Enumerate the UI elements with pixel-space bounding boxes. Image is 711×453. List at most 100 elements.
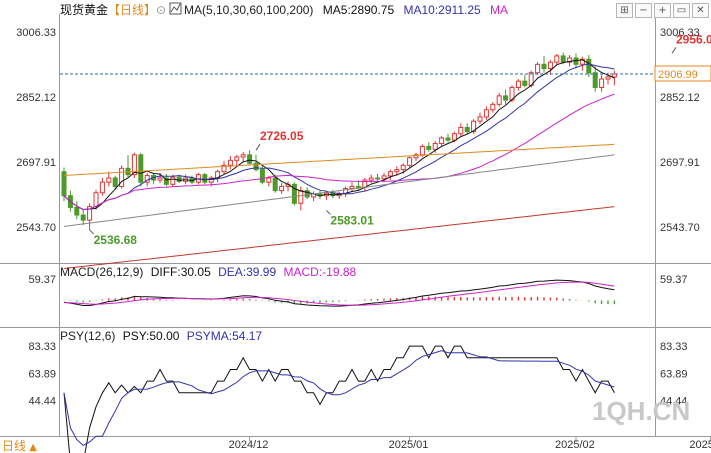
current-price-tag bbox=[654, 65, 711, 82]
candle-body bbox=[234, 156, 240, 161]
annotation-pointer bbox=[255, 143, 261, 151]
psy-series: 83.33 83.33 63.89 63.89 44.44 44.44 bbox=[28, 341, 688, 453]
time-axis-label: 2025/03 bbox=[689, 439, 711, 451]
candle-body bbox=[535, 63, 541, 74]
candle-body bbox=[567, 57, 573, 63]
time-axis-label: 2025/01 bbox=[389, 439, 429, 451]
candle-body bbox=[61, 171, 67, 197]
axis-labels: 3006.33 3006.33 2852.12 2852.12 2697.91 2697.… bbox=[16, 27, 711, 451]
candle-body bbox=[483, 109, 489, 118]
candle-body bbox=[375, 177, 381, 180]
candle-body bbox=[74, 206, 80, 216]
candle-body bbox=[240, 154, 246, 158]
maximize-button[interactable]: ▭ bbox=[673, 3, 690, 18]
close-button[interactable]: ✕ bbox=[692, 3, 709, 18]
candle-body bbox=[496, 95, 502, 105]
candle-body bbox=[611, 73, 617, 78]
candle-body bbox=[387, 171, 393, 177]
candle-body bbox=[176, 176, 182, 182]
psy-axis-tick-right: 44.44 bbox=[660, 396, 688, 408]
macd-diff-line bbox=[63, 279, 615, 307]
candle-body bbox=[99, 181, 105, 194]
psy-line bbox=[63, 345, 615, 453]
macd-diff-value: DIFF:30.05 bbox=[151, 265, 211, 279]
macd-axis-tick-left: 59.37 bbox=[28, 274, 56, 286]
candle-body bbox=[458, 126, 464, 135]
candle-body bbox=[592, 72, 598, 88]
candle-body bbox=[138, 154, 144, 183]
macd-dea-value: DEA:39.99 bbox=[218, 265, 276, 279]
period-switch-button[interactable]: 日线 ▲ bbox=[2, 439, 37, 453]
ma5-value: MA5:2890.75 bbox=[323, 3, 395, 17]
time-axis-label: 2025/02 bbox=[555, 439, 595, 451]
candle-body bbox=[394, 169, 400, 173]
candle-body bbox=[445, 137, 451, 141]
price-axis-tick-right: 3006.33 bbox=[660, 27, 700, 39]
candle-body bbox=[119, 167, 125, 187]
watermark: 1QH.CN bbox=[592, 396, 690, 426]
ma10-value: MA10:2911.25 bbox=[404, 3, 481, 17]
candle-body bbox=[349, 185, 355, 190]
psy-axis-tick-left: 63.89 bbox=[28, 368, 56, 380]
candle-body bbox=[560, 55, 566, 63]
price-annotations: 2956.01 2726.05 2583.01 2536.68 bbox=[89, 32, 711, 247]
current-price-tag-value: 2906.99 bbox=[658, 69, 698, 81]
candle-body bbox=[586, 58, 592, 74]
psyma-line bbox=[63, 350, 615, 447]
svg-text:现货黄金【日线】⊙: 现货黄金【日线】⊙ bbox=[60, 2, 166, 17]
ma5-line bbox=[63, 59, 615, 211]
candle-body bbox=[400, 164, 406, 171]
candle-body bbox=[355, 185, 361, 188]
low-price-label: 2583.01 bbox=[330, 213, 374, 227]
psy-value: PSY:50.00 bbox=[123, 329, 180, 343]
annotation-pointer bbox=[89, 229, 94, 235]
candle-body bbox=[112, 177, 118, 187]
candle-body bbox=[157, 177, 163, 181]
candle-body bbox=[266, 177, 272, 183]
macd-series: 59.37 59.37 bbox=[28, 274, 688, 307]
candle-body bbox=[131, 154, 137, 176]
price-axis-tick-right: 2543.70 bbox=[660, 222, 700, 234]
ma-toggle-icon-glyph bbox=[170, 3, 181, 13]
candle-body bbox=[298, 190, 304, 204]
candle-body bbox=[221, 164, 227, 173]
candle-body bbox=[381, 175, 387, 180]
candle-body bbox=[605, 76, 611, 80]
panel-frames bbox=[0, 14, 711, 437]
psy-axis-tick-left: 83.33 bbox=[28, 341, 56, 353]
candle-body bbox=[279, 185, 285, 192]
settings-icon[interactable]: ⊙ bbox=[156, 3, 166, 17]
candle-body bbox=[490, 103, 496, 111]
ma-toggle-icon[interactable] bbox=[169, 2, 182, 15]
candle-body bbox=[419, 145, 425, 156]
macd-label: MACD(26,12,9) bbox=[60, 265, 143, 279]
price-axis-tick-right: 2852.12 bbox=[660, 92, 700, 104]
annotation-pointer bbox=[671, 47, 677, 54]
ma10-line bbox=[63, 63, 615, 211]
high-price-label: 2726.05 bbox=[260, 129, 304, 143]
candle-body bbox=[170, 176, 176, 185]
candle-body bbox=[80, 214, 86, 221]
candle-body bbox=[259, 169, 265, 183]
layout-icon[interactable]: ⊞ bbox=[616, 3, 633, 18]
candle-body bbox=[247, 154, 253, 164]
svg-text:PSY(12,6) PSY:50.00 PS: PSY(12,6) PSY:50.00 PSYMA:54.17 bbox=[60, 329, 262, 343]
candle-body bbox=[208, 177, 214, 183]
macd-hist-value: MACD:-19.88 bbox=[283, 265, 356, 279]
candle-body bbox=[93, 192, 99, 208]
candle-body bbox=[227, 159, 233, 166]
ma-more: MA bbox=[490, 3, 508, 17]
candle-body bbox=[579, 58, 585, 65]
ma-params: MA(5,10,30,60,100,200) bbox=[184, 3, 313, 17]
time-axis-label: 2024/12 bbox=[229, 439, 269, 451]
candle-body bbox=[547, 61, 553, 70]
zoom-in-button[interactable]: + bbox=[654, 3, 671, 18]
annotation-pointer bbox=[326, 210, 331, 215]
high-price-label: 2956.01 bbox=[676, 32, 711, 46]
macd-axis-tick-right: 59.37 bbox=[660, 274, 688, 286]
price-axis-tick-left: 2697.91 bbox=[16, 157, 56, 169]
ma200-line bbox=[63, 206, 615, 269]
period-label[interactable]: 【日线】 bbox=[108, 3, 156, 17]
zoom-out-button[interactable]: − bbox=[635, 3, 652, 18]
